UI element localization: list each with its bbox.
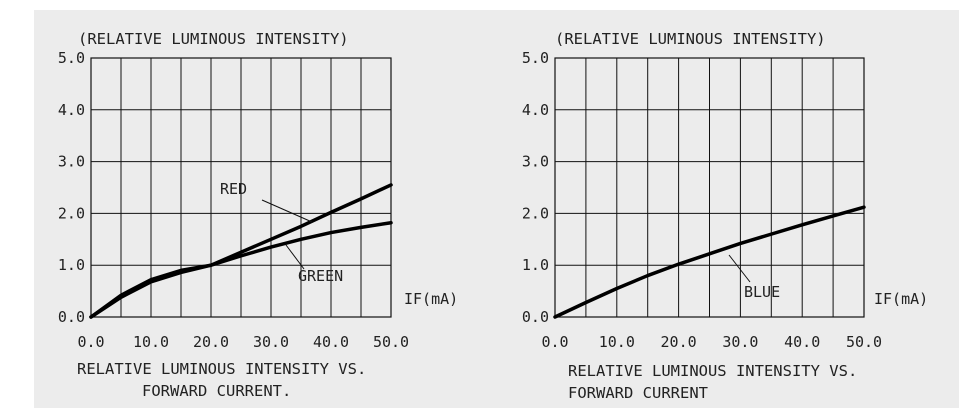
x-tick-label: 20.0 (661, 333, 697, 351)
x-tick-label: 0.0 (541, 333, 568, 351)
series-label-blue: BLUE (744, 283, 780, 301)
grid (90, 57, 392, 318)
chart-figure: (RELATIVE LUMINOUS INTENSITY) IF(mA) REL… (34, 10, 959, 408)
series-label-red: RED (220, 180, 247, 198)
caption-line-1: RELATIVE LUMINOUS INTENSITY VS. (568, 362, 857, 380)
series-line-green (89, 220, 393, 319)
x-tick-label: 30.0 (722, 333, 758, 351)
y-tick-label: 4.0 (522, 101, 549, 119)
y-tick-label: 2.0 (522, 204, 549, 222)
x-tick-label: 50.0 (846, 333, 882, 351)
series-label-leader (261, 199, 313, 223)
x-tick-label: 50.0 (373, 333, 409, 351)
x-tick-label: 40.0 (784, 333, 820, 351)
y-tick-label: 2.0 (58, 204, 85, 222)
x-axis-label: IF(mA) (874, 290, 928, 308)
chart-title: (RELATIVE LUMINOUS INTENSITY) (78, 30, 349, 48)
plot-frame (90, 57, 392, 318)
y-tick-label: 3.0 (58, 153, 85, 171)
series-line-red (89, 183, 393, 319)
plot-frame (554, 57, 865, 318)
y-tick-label: 0.0 (58, 308, 85, 326)
chart-left: (RELATIVE LUMINOUS INTENSITY) IF(mA) REL… (58, 30, 458, 400)
chart-right: (RELATIVE LUMINOUS INTENSITY) IF(mA) REL… (522, 30, 928, 402)
x-tick-label: 40.0 (313, 333, 349, 351)
y-tick-label: 5.0 (522, 49, 549, 67)
x-tick-label: 30.0 (253, 333, 289, 351)
x-tick-label: 10.0 (599, 333, 635, 351)
x-tick-label: 20.0 (193, 333, 229, 351)
x-axis-label: IF(mA) (404, 290, 458, 308)
series-line-blue (553, 205, 866, 319)
series-label-green: GREEN (298, 267, 343, 285)
caption-line-1: RELATIVE LUMINOUS INTENSITY VS. (77, 360, 366, 378)
series-label-leader (285, 244, 305, 270)
y-tick-label: 3.0 (522, 153, 549, 171)
y-tick-label: 0.0 (522, 308, 549, 326)
y-tick-label: 4.0 (58, 101, 85, 119)
grid (554, 57, 865, 318)
y-tick-label: 1.0 (522, 256, 549, 274)
caption-line-2: FORWARD CURRENT. (142, 382, 291, 400)
y-tick-label: 1.0 (58, 256, 85, 274)
chart-title: (RELATIVE LUMINOUS INTENSITY) (555, 30, 826, 48)
x-tick-label: 10.0 (133, 333, 169, 351)
charts-svg: (RELATIVE LUMINOUS INTENSITY) IF(mA) REL… (58, 30, 928, 402)
x-tick-label: 0.0 (77, 333, 104, 351)
series-label-leader (728, 254, 751, 283)
caption-line-2: FORWARD CURRENT (568, 384, 708, 402)
y-tick-label: 5.0 (58, 49, 85, 67)
